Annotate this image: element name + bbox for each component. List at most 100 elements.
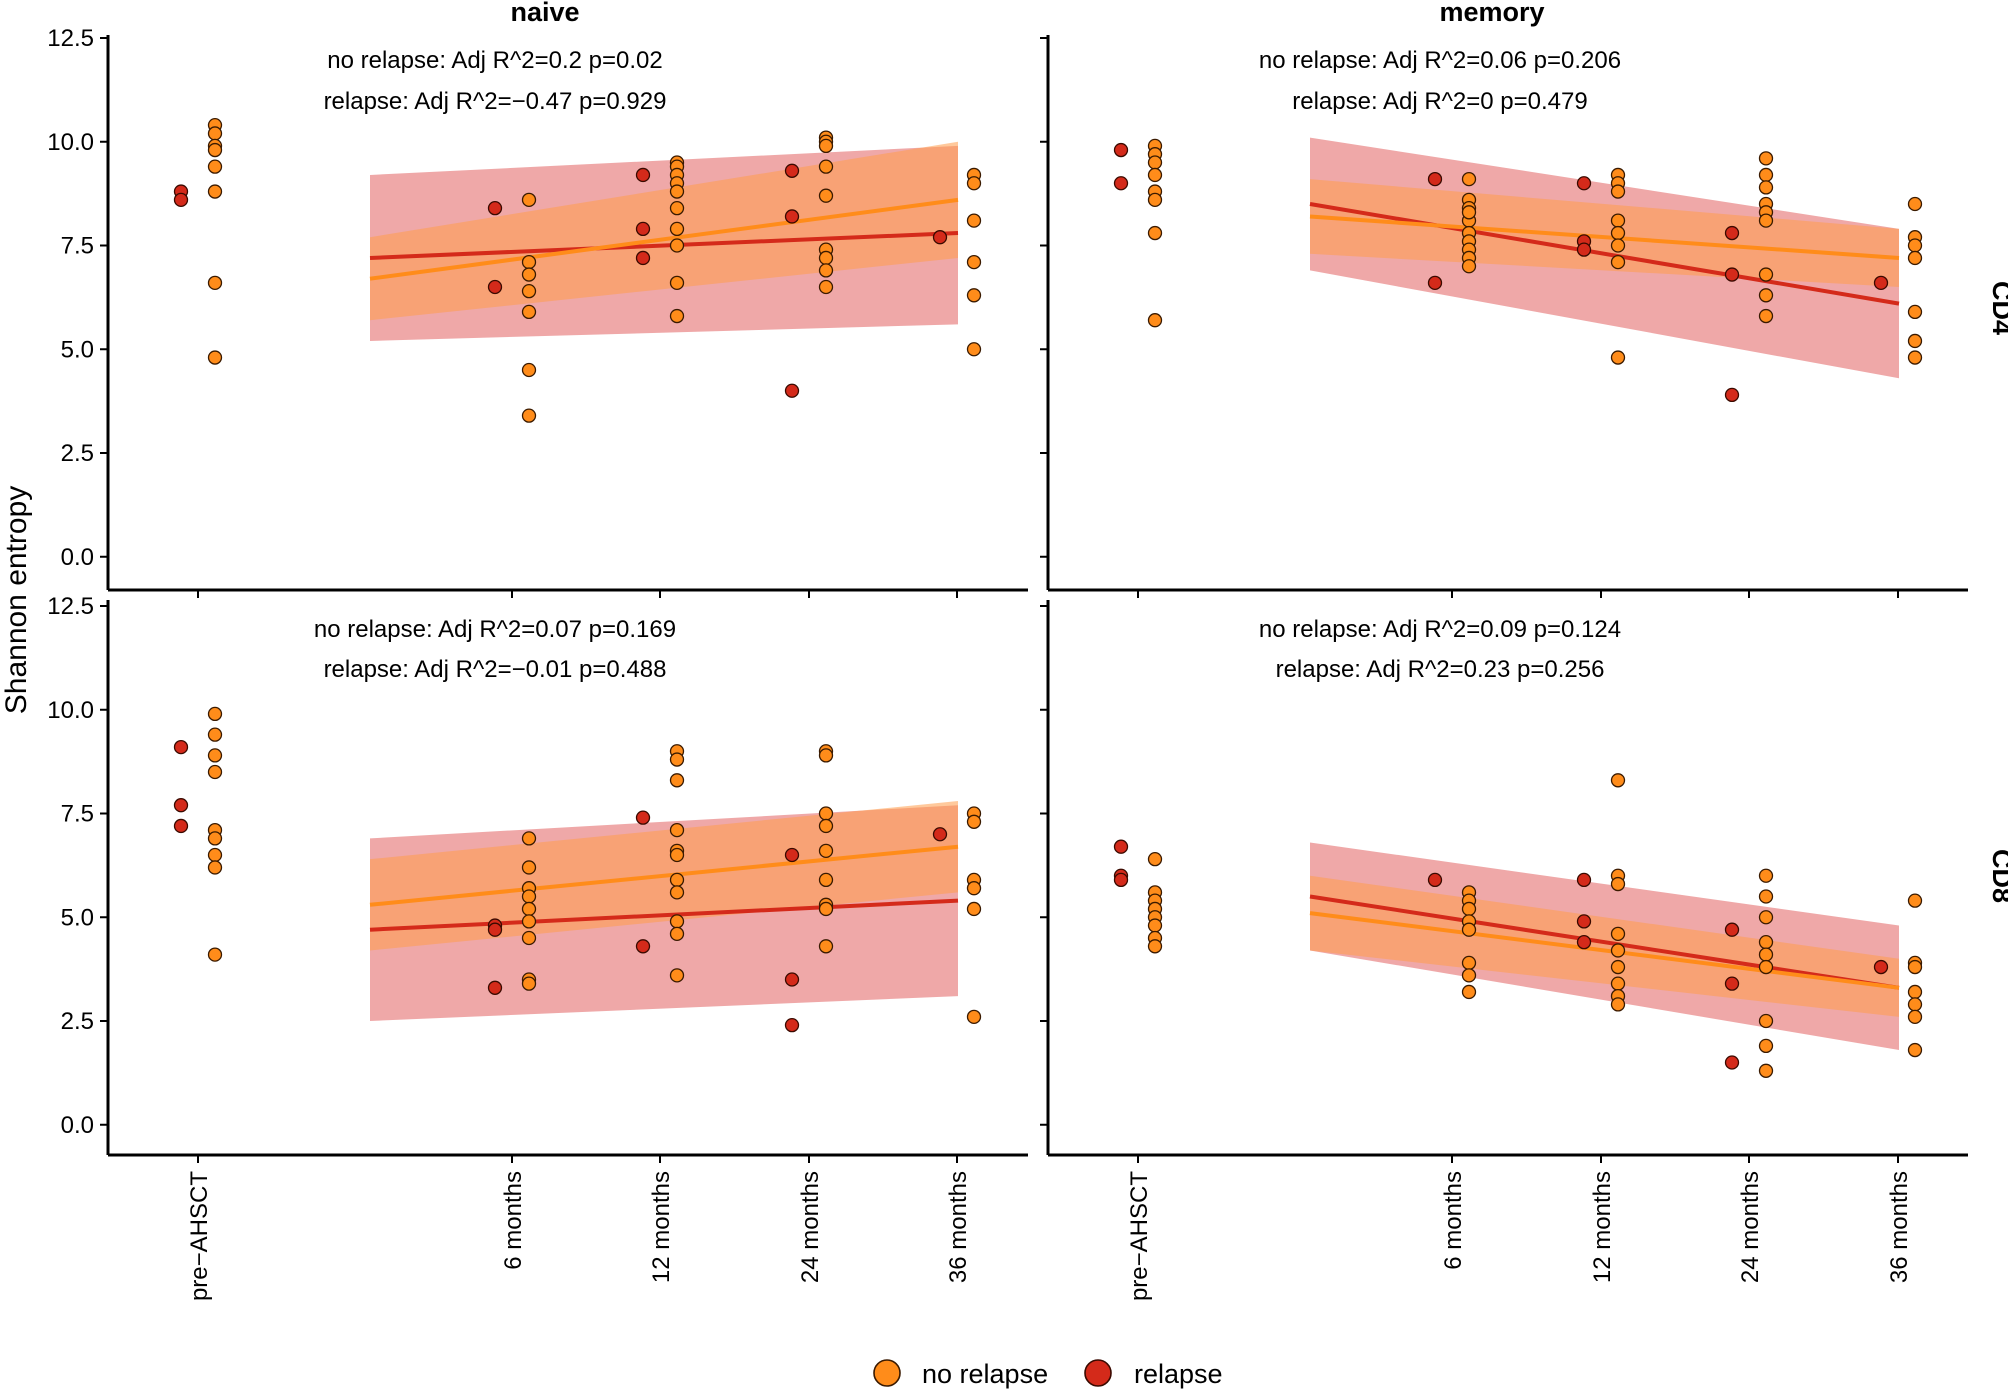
point-no-relapse — [1758, 889, 1774, 904]
point-no-relapse — [521, 831, 537, 846]
point-no-relapse — [818, 818, 834, 834]
y-tick-label: 10.0 — [47, 697, 94, 724]
point-no-relapse — [1758, 167, 1774, 183]
point-no-relapse — [669, 847, 685, 863]
point-no-relapse — [1907, 238, 1923, 253]
point-no-relapse — [1610, 350, 1626, 365]
point-relapse — [1724, 225, 1740, 241]
point-no-relapse — [1758, 308, 1774, 324]
point-no-relapse — [1907, 250, 1923, 266]
point-no-relapse — [207, 748, 223, 763]
point-no-relapse — [1907, 304, 1923, 320]
annotation-relapse: relapse: Adj R^2=0 p=0.479 — [1292, 88, 1587, 115]
point-no-relapse — [521, 267, 537, 282]
y-tick-label: 7.5 — [61, 801, 94, 828]
point-no-relapse — [669, 914, 685, 929]
y-tick-label: 0.0 — [61, 544, 94, 571]
point-no-relapse — [521, 254, 537, 270]
point-no-relapse — [207, 142, 223, 158]
point-no-relapse — [1907, 333, 1923, 349]
point-no-relapse — [818, 159, 834, 174]
point-no-relapse — [966, 288, 982, 303]
point-no-relapse — [966, 176, 982, 191]
point-no-relapse — [966, 1009, 982, 1024]
point-no-relapse — [818, 250, 834, 266]
fit-line-no-relapse — [1309, 214, 1900, 260]
point-no-relapse — [207, 126, 223, 141]
point-no-relapse — [1610, 876, 1626, 892]
point-no-relapse — [818, 939, 834, 954]
point-no-relapse — [818, 872, 834, 888]
point-no-relapse — [966, 814, 982, 829]
point-relapse — [173, 818, 189, 834]
point-no-relapse — [1147, 918, 1163, 933]
point-no-relapse — [669, 872, 685, 888]
point-no-relapse — [1147, 313, 1163, 328]
point-no-relapse — [1461, 171, 1477, 187]
y-tick-label: 0.0 — [61, 1112, 94, 1139]
point-no-relapse — [521, 362, 537, 378]
point-no-relapse — [207, 159, 223, 174]
y-tick-label: 12.5 — [47, 25, 94, 52]
x-tick-label: 24 months — [1737, 1171, 1764, 1283]
point-no-relapse — [966, 342, 982, 357]
annotation-relapse: relapse: Adj R^2=0.23 p=0.256 — [1276, 656, 1605, 683]
point-relapse — [487, 980, 503, 995]
point-no-relapse — [207, 706, 223, 722]
point-no-relapse — [818, 748, 834, 763]
y-tick-label: 2.5 — [61, 440, 94, 467]
point-no-relapse — [521, 408, 537, 423]
point-relapse — [1427, 872, 1443, 888]
point-no-relapse — [1758, 947, 1774, 962]
point-no-relapse — [521, 930, 537, 946]
y-tick-label: 2.5 — [61, 1008, 94, 1035]
point-no-relapse — [669, 275, 685, 291]
point-no-relapse — [818, 279, 834, 295]
point-no-relapse — [966, 254, 982, 270]
point-no-relapse — [1758, 910, 1774, 925]
point-no-relapse — [521, 901, 537, 917]
point-no-relapse — [207, 860, 223, 875]
annotation-no-relapse: no relapse: Adj R^2=0.2 p=0.02 — [327, 47, 663, 74]
point-no-relapse — [1610, 976, 1626, 991]
legend-relapse-swatch — [1084, 1359, 1112, 1387]
point-no-relapse — [207, 275, 223, 291]
point-no-relapse — [669, 200, 685, 216]
point-no-relapse — [1461, 259, 1477, 274]
row-strip-cd4: CD4 — [1987, 281, 2008, 335]
point-relapse — [932, 827, 948, 842]
fit-line-relapse — [369, 898, 959, 932]
row-strip-cd8: CD8 — [1987, 849, 2008, 903]
point-no-relapse — [1461, 968, 1477, 983]
point-relapse — [1576, 176, 1592, 191]
point-no-relapse — [1907, 196, 1923, 212]
point-no-relapse — [669, 822, 685, 838]
point-no-relapse — [1610, 254, 1626, 270]
annotation-relapse: relapse: Adj R^2=−0.47 p=0.929 — [324, 88, 667, 115]
point-no-relapse — [669, 773, 685, 788]
point-relapse — [1576, 935, 1592, 950]
point-no-relapse — [966, 901, 982, 917]
annotation-relapse: relapse: Adj R^2=−0.01 p=0.488 — [324, 656, 667, 683]
panel-memory-cd4: no relapse: Adj R^2=0.06 p=0.206 relapse:… — [1040, 35, 1968, 598]
point-no-relapse — [1758, 1063, 1774, 1078]
point-no-relapse — [818, 188, 834, 203]
point-no-relapse — [1907, 997, 1923, 1012]
point-relapse — [173, 192, 189, 208]
point-no-relapse — [669, 184, 685, 199]
point-no-relapse — [818, 263, 834, 278]
point-no-relapse — [1147, 225, 1163, 241]
x-tick-label: 36 months — [945, 1171, 972, 1283]
point-no-relapse — [818, 806, 834, 821]
y-tick-label: 12.5 — [47, 593, 94, 620]
point-no-relapse — [669, 968, 685, 983]
point-no-relapse — [669, 238, 685, 253]
y-tick-label: 10.0 — [47, 129, 94, 156]
point-relapse — [635, 167, 651, 183]
point-no-relapse — [1907, 984, 1923, 1000]
annotation-no-relapse: no relapse: Adj R^2=0.09 p=0.124 — [1259, 616, 1621, 643]
point-relapse — [784, 972, 800, 987]
point-no-relapse — [1907, 350, 1923, 365]
point-no-relapse — [669, 752, 685, 767]
point-no-relapse — [1610, 213, 1626, 228]
